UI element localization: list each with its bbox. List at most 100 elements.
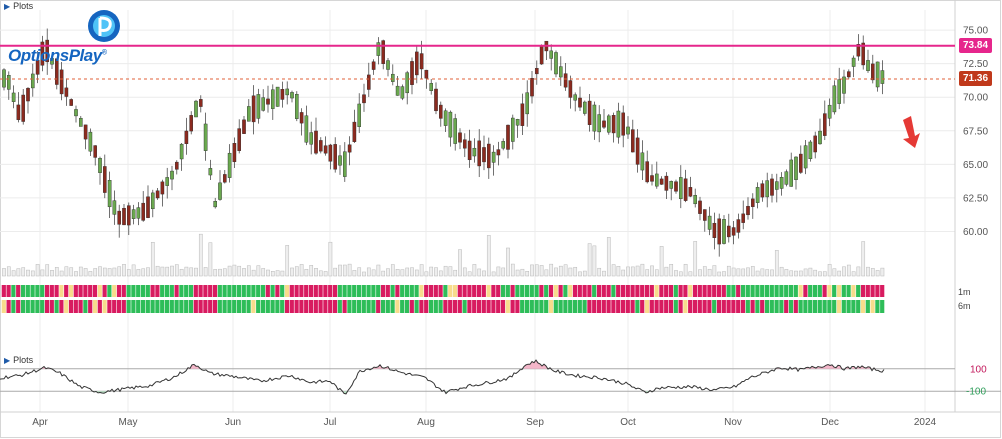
strip-6m-cell [788, 300, 794, 313]
volume-bar [558, 265, 563, 277]
candle [376, 42, 381, 56]
candle [146, 196, 150, 218]
candle [578, 97, 582, 108]
volume-bar [26, 269, 30, 277]
candle [352, 121, 357, 142]
candle [731, 227, 736, 236]
strip-1m-cell [352, 285, 357, 297]
strip-6m-cell [126, 300, 131, 313]
strip-6m-cell [352, 300, 357, 313]
candle [530, 78, 534, 97]
candle [554, 52, 558, 75]
candle [21, 94, 26, 122]
volume-bar [237, 265, 242, 277]
strip-6m-cell [88, 300, 93, 313]
strip-1m-cell [222, 285, 227, 297]
volume-bar [45, 264, 50, 277]
candle [602, 120, 606, 128]
candle [549, 50, 553, 59]
candle [328, 144, 333, 162]
strip-1m-cell [654, 285, 659, 297]
strip-6m-cell [673, 300, 678, 313]
strip-6m-cell [121, 300, 126, 313]
candle [842, 76, 846, 94]
candle [69, 99, 73, 106]
strip-6m-cell [385, 300, 390, 313]
x-tick-label: Apr [32, 417, 48, 428]
volume-bar [347, 263, 352, 277]
volume-bar [736, 268, 741, 277]
strip-6m-cell [827, 300, 832, 313]
candle [319, 140, 323, 152]
volume-bar [74, 271, 78, 277]
candle [93, 145, 97, 158]
strip-6m-cell [140, 300, 146, 313]
strip-6m-cell [212, 300, 218, 313]
strip-6m-cell [472, 300, 477, 313]
volume-bar [323, 271, 328, 277]
strip-6m-cell [798, 300, 803, 313]
candle [64, 87, 69, 97]
strip-6m-cell [774, 300, 779, 313]
expand-triangle-icon[interactable]: ▶ [4, 2, 11, 11]
volume-bar [774, 250, 779, 277]
strip-1m-cell [457, 285, 462, 297]
volume-bar [410, 267, 414, 277]
strip-6m-cell [404, 300, 410, 313]
volume-bar [371, 269, 376, 277]
strip-1m-cell [112, 285, 117, 297]
strip-1m-cell [822, 285, 827, 297]
strip-1m-cell [625, 285, 630, 297]
strip-6m-cell [620, 300, 626, 313]
strip-1m-cell [414, 285, 419, 297]
strip-1m-cell [491, 285, 496, 297]
strip-6m-cell [68, 300, 74, 313]
strip-1m-cell [275, 285, 280, 297]
strip-1m-cell [280, 285, 285, 297]
lower-plots-label[interactable]: ▶ Plots [4, 355, 34, 365]
candle [458, 132, 462, 143]
candle [477, 140, 482, 167]
volume-bar [549, 263, 554, 277]
volume-bar [707, 268, 712, 277]
candle [136, 207, 141, 219]
strip-1m-cell [860, 285, 866, 297]
strip-6m-cell [308, 300, 314, 313]
candle [31, 73, 35, 89]
strip-1m-cell [865, 285, 870, 297]
volume-bar [6, 266, 11, 277]
strip-1m-cell [534, 285, 539, 297]
candle [323, 145, 328, 154]
strip-1m-cell [587, 285, 592, 297]
strip-1m-cell [712, 285, 717, 297]
strip-6m-cell [390, 300, 395, 313]
volume-bar [40, 269, 45, 277]
candle [880, 70, 885, 84]
volume-bar [93, 268, 98, 277]
strip-6m-cell [606, 300, 611, 313]
strip-6m-cell [443, 300, 448, 313]
strip-6m-cell [529, 300, 534, 313]
volume-bar [126, 269, 131, 277]
strip-1m-cell [649, 285, 654, 297]
strip-6m-cell [256, 300, 261, 313]
strip-1m-cell [476, 285, 482, 297]
strip-1m-cell [361, 285, 366, 297]
expand-triangle-icon[interactable]: ▶ [4, 356, 11, 365]
top-plots-label[interactable]: ▶ Plots [4, 1, 34, 11]
candle [818, 130, 822, 145]
strip-1m-cell [563, 285, 568, 297]
strip-6m-cell [409, 300, 414, 313]
candle [453, 118, 458, 144]
candle [160, 181, 165, 195]
strip-6m-cell [481, 300, 486, 313]
volume-bar [501, 267, 506, 277]
strip-6m-cell [44, 300, 50, 313]
strip-6m-cell [625, 300, 630, 313]
candle [141, 202, 146, 221]
candle [55, 58, 59, 85]
candle [314, 130, 318, 154]
candle [179, 143, 184, 160]
candle [640, 152, 645, 171]
candle [607, 115, 611, 133]
